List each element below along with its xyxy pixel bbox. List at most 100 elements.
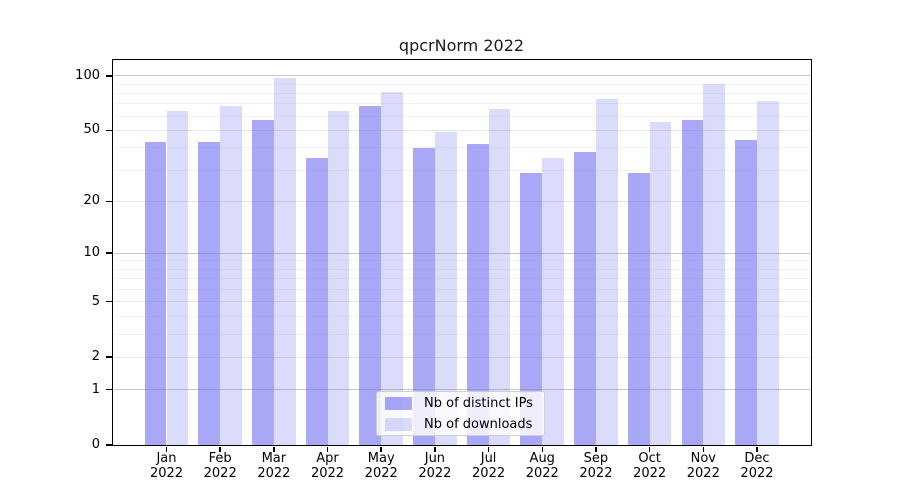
x-tick-label: Mar 2022 xyxy=(244,451,304,481)
legend: Nb of distinct IPs Nb of downloads xyxy=(376,391,545,436)
x-tick-label: Dec 2022 xyxy=(727,451,787,481)
bar-downloads-feb xyxy=(220,106,242,445)
x-tick-label: Nov 2022 xyxy=(673,451,733,481)
x-tick-label: May 2022 xyxy=(351,451,411,481)
x-tick-year: 2022 xyxy=(257,466,291,481)
major-gridline xyxy=(114,200,810,202)
x-tick-mark xyxy=(380,446,382,452)
y-tick-label: 10 xyxy=(83,245,100,261)
y-tick-mark xyxy=(106,444,113,446)
y-tick-mark xyxy=(106,129,113,132)
bar-downloads-aug xyxy=(542,158,565,445)
bar-distinct-ips-oct xyxy=(627,172,650,445)
x-tick-month: Sep xyxy=(583,451,609,466)
bar-distinct-ips-sep xyxy=(574,151,596,445)
x-tick-mark xyxy=(273,446,275,452)
x-tick-year: 2022 xyxy=(149,466,184,481)
x-tick-mark xyxy=(326,446,329,452)
decade-gridline xyxy=(114,389,810,391)
x-tick-mark xyxy=(434,446,436,452)
bar-distinct-ips-dec xyxy=(735,140,757,445)
x-tick-mark xyxy=(595,446,597,452)
minor-gridline xyxy=(114,315,810,317)
legend-row-distinct-ips: Nb of distinct IPs xyxy=(385,396,544,411)
legend-swatch-distinct-ips xyxy=(385,396,412,410)
x-tick-mark xyxy=(541,446,543,452)
major-gridline xyxy=(114,356,810,358)
x-tick-label: Jul 2022 xyxy=(459,451,519,481)
x-tick-month: Jun xyxy=(424,451,446,466)
x-tick-month: May xyxy=(367,451,395,466)
bar-distinct-ips-feb xyxy=(198,142,221,445)
bar-distinct-ips-nov xyxy=(681,120,704,445)
x-tick-year: 2022 xyxy=(472,466,506,481)
legend-row-downloads: Nb of downloads xyxy=(385,417,544,432)
bar-downloads-sep xyxy=(595,98,618,445)
bar-distinct-ips-may xyxy=(359,106,382,445)
minor-gridline xyxy=(114,278,810,280)
minor-gridline xyxy=(114,83,810,85)
minor-gridline xyxy=(114,103,810,105)
decade-gridline xyxy=(114,75,810,77)
x-tick-year: 2022 xyxy=(418,466,452,481)
x-tick-month: Apr xyxy=(316,451,339,466)
bar-distinct-ips-jun xyxy=(413,147,435,445)
y-tick-label: 0 xyxy=(91,437,100,452)
y-tick-label: 5 xyxy=(91,293,100,309)
x-tick-year: 2022 xyxy=(740,466,774,481)
x-tick-year: 2022 xyxy=(525,466,559,481)
minor-gridline xyxy=(114,268,810,270)
x-tick-month: Jul xyxy=(480,451,497,466)
x-tick-month: Oct xyxy=(638,451,661,466)
y-tick-label: 1 xyxy=(91,381,100,397)
x-tick-label: Feb 2022 xyxy=(190,451,250,481)
chart-title: qpcrNorm 2022 xyxy=(398,36,525,55)
y-tick-label: 50 xyxy=(83,122,100,138)
x-tick-mark xyxy=(756,446,758,452)
x-tick-label: Sep 2022 xyxy=(566,451,626,481)
minor-gridline xyxy=(114,92,810,94)
y-tick-mark xyxy=(106,356,113,358)
x-tick-label: Jun 2022 xyxy=(405,451,465,481)
y-tick-mark xyxy=(106,300,113,303)
x-tick-year: 2022 xyxy=(633,466,667,481)
x-tick-label: Aug 2022 xyxy=(512,451,572,481)
major-gridline xyxy=(114,301,810,303)
y-tick-mark xyxy=(106,388,113,391)
x-tick-year: 2022 xyxy=(579,466,613,481)
y-tick-mark xyxy=(106,200,113,203)
minor-gridline xyxy=(114,147,810,149)
y-tick-label: 2 xyxy=(91,349,100,365)
bar-downloads-jul xyxy=(488,108,511,445)
x-tick-mark xyxy=(702,446,705,452)
x-tick-label: Jan 2022 xyxy=(137,451,197,481)
x-tick-month: Mar xyxy=(261,451,287,466)
x-tick-month: Nov xyxy=(690,451,716,466)
legend-label-distinct-ips: Nb of distinct IPs xyxy=(424,395,533,411)
x-tick-label: Oct 2022 xyxy=(620,451,680,481)
bar-distinct-ips-jan xyxy=(144,142,167,445)
minor-gridline xyxy=(114,115,810,117)
x-tick-year: 2022 xyxy=(686,466,720,481)
y-tick-mark xyxy=(106,252,113,254)
x-tick-month: Jan xyxy=(156,451,177,466)
bar-distinct-ips-jul xyxy=(466,144,489,445)
y-tick-mark xyxy=(106,75,113,77)
x-tick-label: Apr 2022 xyxy=(298,451,358,481)
x-tick-mark xyxy=(648,446,651,452)
x-tick-year: 2022 xyxy=(364,466,398,481)
bar-downloads-jan xyxy=(166,111,189,445)
x-tick-month: Feb xyxy=(208,451,232,466)
x-tick-mark xyxy=(219,446,221,452)
minor-gridline xyxy=(114,333,810,335)
legend-label-downloads: Nb of downloads xyxy=(424,416,533,432)
x-tick-month: Dec xyxy=(744,451,770,466)
bar-downloads-may xyxy=(381,92,404,445)
x-tick-year: 2022 xyxy=(203,466,237,481)
minor-gridline xyxy=(114,288,810,290)
y-tick-label: 100 xyxy=(75,67,100,83)
bar-distinct-ips-aug xyxy=(520,172,543,445)
decade-gridline xyxy=(114,252,810,254)
bar-distinct-ips-mar xyxy=(252,120,274,445)
